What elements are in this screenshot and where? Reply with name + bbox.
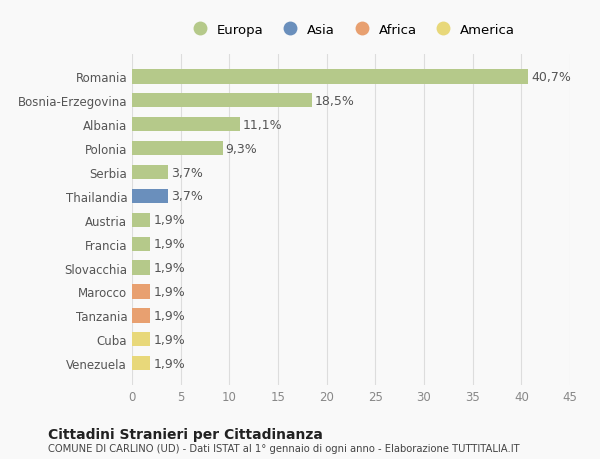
Text: 3,7%: 3,7% bbox=[171, 166, 203, 179]
Bar bbox=[132, 189, 168, 204]
Text: 1,9%: 1,9% bbox=[154, 285, 185, 298]
Bar bbox=[132, 70, 528, 84]
Bar bbox=[132, 237, 151, 252]
Bar bbox=[132, 166, 168, 180]
Text: 1,9%: 1,9% bbox=[154, 262, 185, 274]
Bar bbox=[132, 356, 151, 370]
Text: COMUNE DI CARLINO (UD) - Dati ISTAT al 1° gennaio di ogni anno - Elaborazione TU: COMUNE DI CARLINO (UD) - Dati ISTAT al 1… bbox=[48, 443, 520, 453]
Bar bbox=[132, 308, 151, 323]
Text: 1,9%: 1,9% bbox=[154, 357, 185, 370]
Text: 1,9%: 1,9% bbox=[154, 214, 185, 227]
Bar bbox=[132, 94, 312, 108]
Text: 1,9%: 1,9% bbox=[154, 238, 185, 251]
Bar bbox=[132, 285, 151, 299]
Text: Cittadini Stranieri per Cittadinanza: Cittadini Stranieri per Cittadinanza bbox=[48, 427, 323, 441]
Legend: Europa, Asia, Africa, America: Europa, Asia, Africa, America bbox=[181, 19, 521, 42]
Bar bbox=[132, 118, 240, 132]
Text: 1,9%: 1,9% bbox=[154, 309, 185, 322]
Bar bbox=[132, 261, 151, 275]
Text: 3,7%: 3,7% bbox=[171, 190, 203, 203]
Text: 11,1%: 11,1% bbox=[243, 118, 283, 131]
Text: 1,9%: 1,9% bbox=[154, 333, 185, 346]
Bar bbox=[132, 142, 223, 156]
Text: 40,7%: 40,7% bbox=[531, 71, 571, 84]
Text: 9,3%: 9,3% bbox=[226, 142, 257, 155]
Text: 18,5%: 18,5% bbox=[315, 95, 355, 107]
Bar bbox=[132, 332, 151, 347]
Bar bbox=[132, 213, 151, 228]
